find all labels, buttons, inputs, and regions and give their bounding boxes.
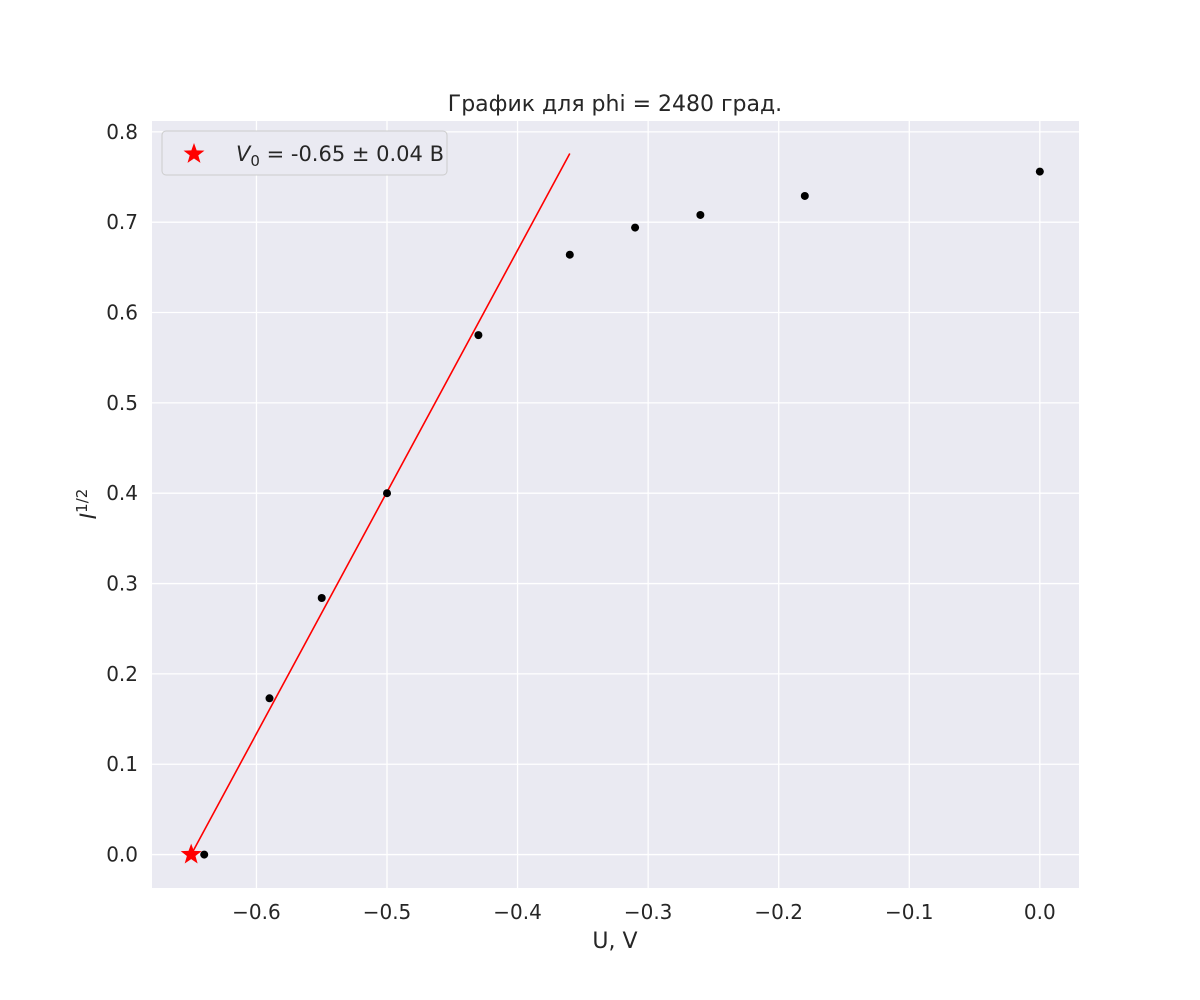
data-point <box>474 331 483 340</box>
data-point <box>696 210 705 219</box>
y-tick-label: 0.3 <box>106 572 138 596</box>
y-tick-label: 0.4 <box>106 481 138 505</box>
y-tick-label: 0.0 <box>106 843 138 867</box>
data-point <box>317 594 326 603</box>
legend-symbol: V <box>236 142 252 166</box>
svg-text:I1/2: I1/2 <box>73 489 102 520</box>
y-tick-label: 0.7 <box>106 210 138 234</box>
x-tick-label: −0.6 <box>232 900 281 924</box>
series <box>180 153 1044 864</box>
y-axis-label: I1/2 <box>73 489 102 520</box>
svg-text:V0 = -0.65 ± 0.04 B: V0 = -0.65 ± 0.04 B <box>236 142 444 170</box>
v0-star-marker <box>180 843 202 864</box>
data-point <box>1035 167 1044 176</box>
x-tick-label: −0.1 <box>885 900 934 924</box>
x-tick-label: −0.4 <box>493 900 542 924</box>
x-tick-label: −0.3 <box>624 900 673 924</box>
y-tick-label: 0.5 <box>106 391 138 415</box>
red-star-icon <box>183 143 205 163</box>
fit-line <box>190 153 571 855</box>
data-point <box>565 250 574 259</box>
data-point <box>800 191 809 200</box>
data-point <box>265 694 274 703</box>
legend: V0 = -0.65 ± 0.04 B <box>161 130 448 176</box>
y-tick-label: 0.2 <box>106 662 138 686</box>
legend-symbol-subscript: 0 <box>250 152 260 170</box>
data-point <box>200 850 209 859</box>
y-tick-label: 0.6 <box>106 301 138 325</box>
y-tick-label: 0.1 <box>106 752 138 776</box>
x-tick-labels: −0.6 −0.5 −0.4 −0.3 −0.2 −0.1 0.0 <box>232 900 1056 924</box>
y-tick-label: 0.8 <box>106 120 138 144</box>
y-axis-label-superscript: 1/2 <box>73 489 91 513</box>
grid <box>152 121 1079 888</box>
x-tick-label: −0.2 <box>754 900 803 924</box>
x-tick-label: 0.0 <box>1024 900 1056 924</box>
x-tick-label: −0.5 <box>363 900 412 924</box>
y-tick-labels: 0.0 0.1 0.2 0.3 0.4 0.5 0.6 0.7 0.8 <box>106 120 138 867</box>
legend-label: = -0.65 ± 0.04 B <box>260 142 444 166</box>
data-point <box>383 489 392 498</box>
data-point <box>631 223 640 232</box>
y-axis-label-base: I <box>77 513 102 520</box>
x-axis-label: U, V <box>592 929 637 954</box>
plot-area <box>152 121 1079 888</box>
legend-box <box>161 130 448 176</box>
chart-title: График для phi = 2480 град. <box>448 92 782 117</box>
